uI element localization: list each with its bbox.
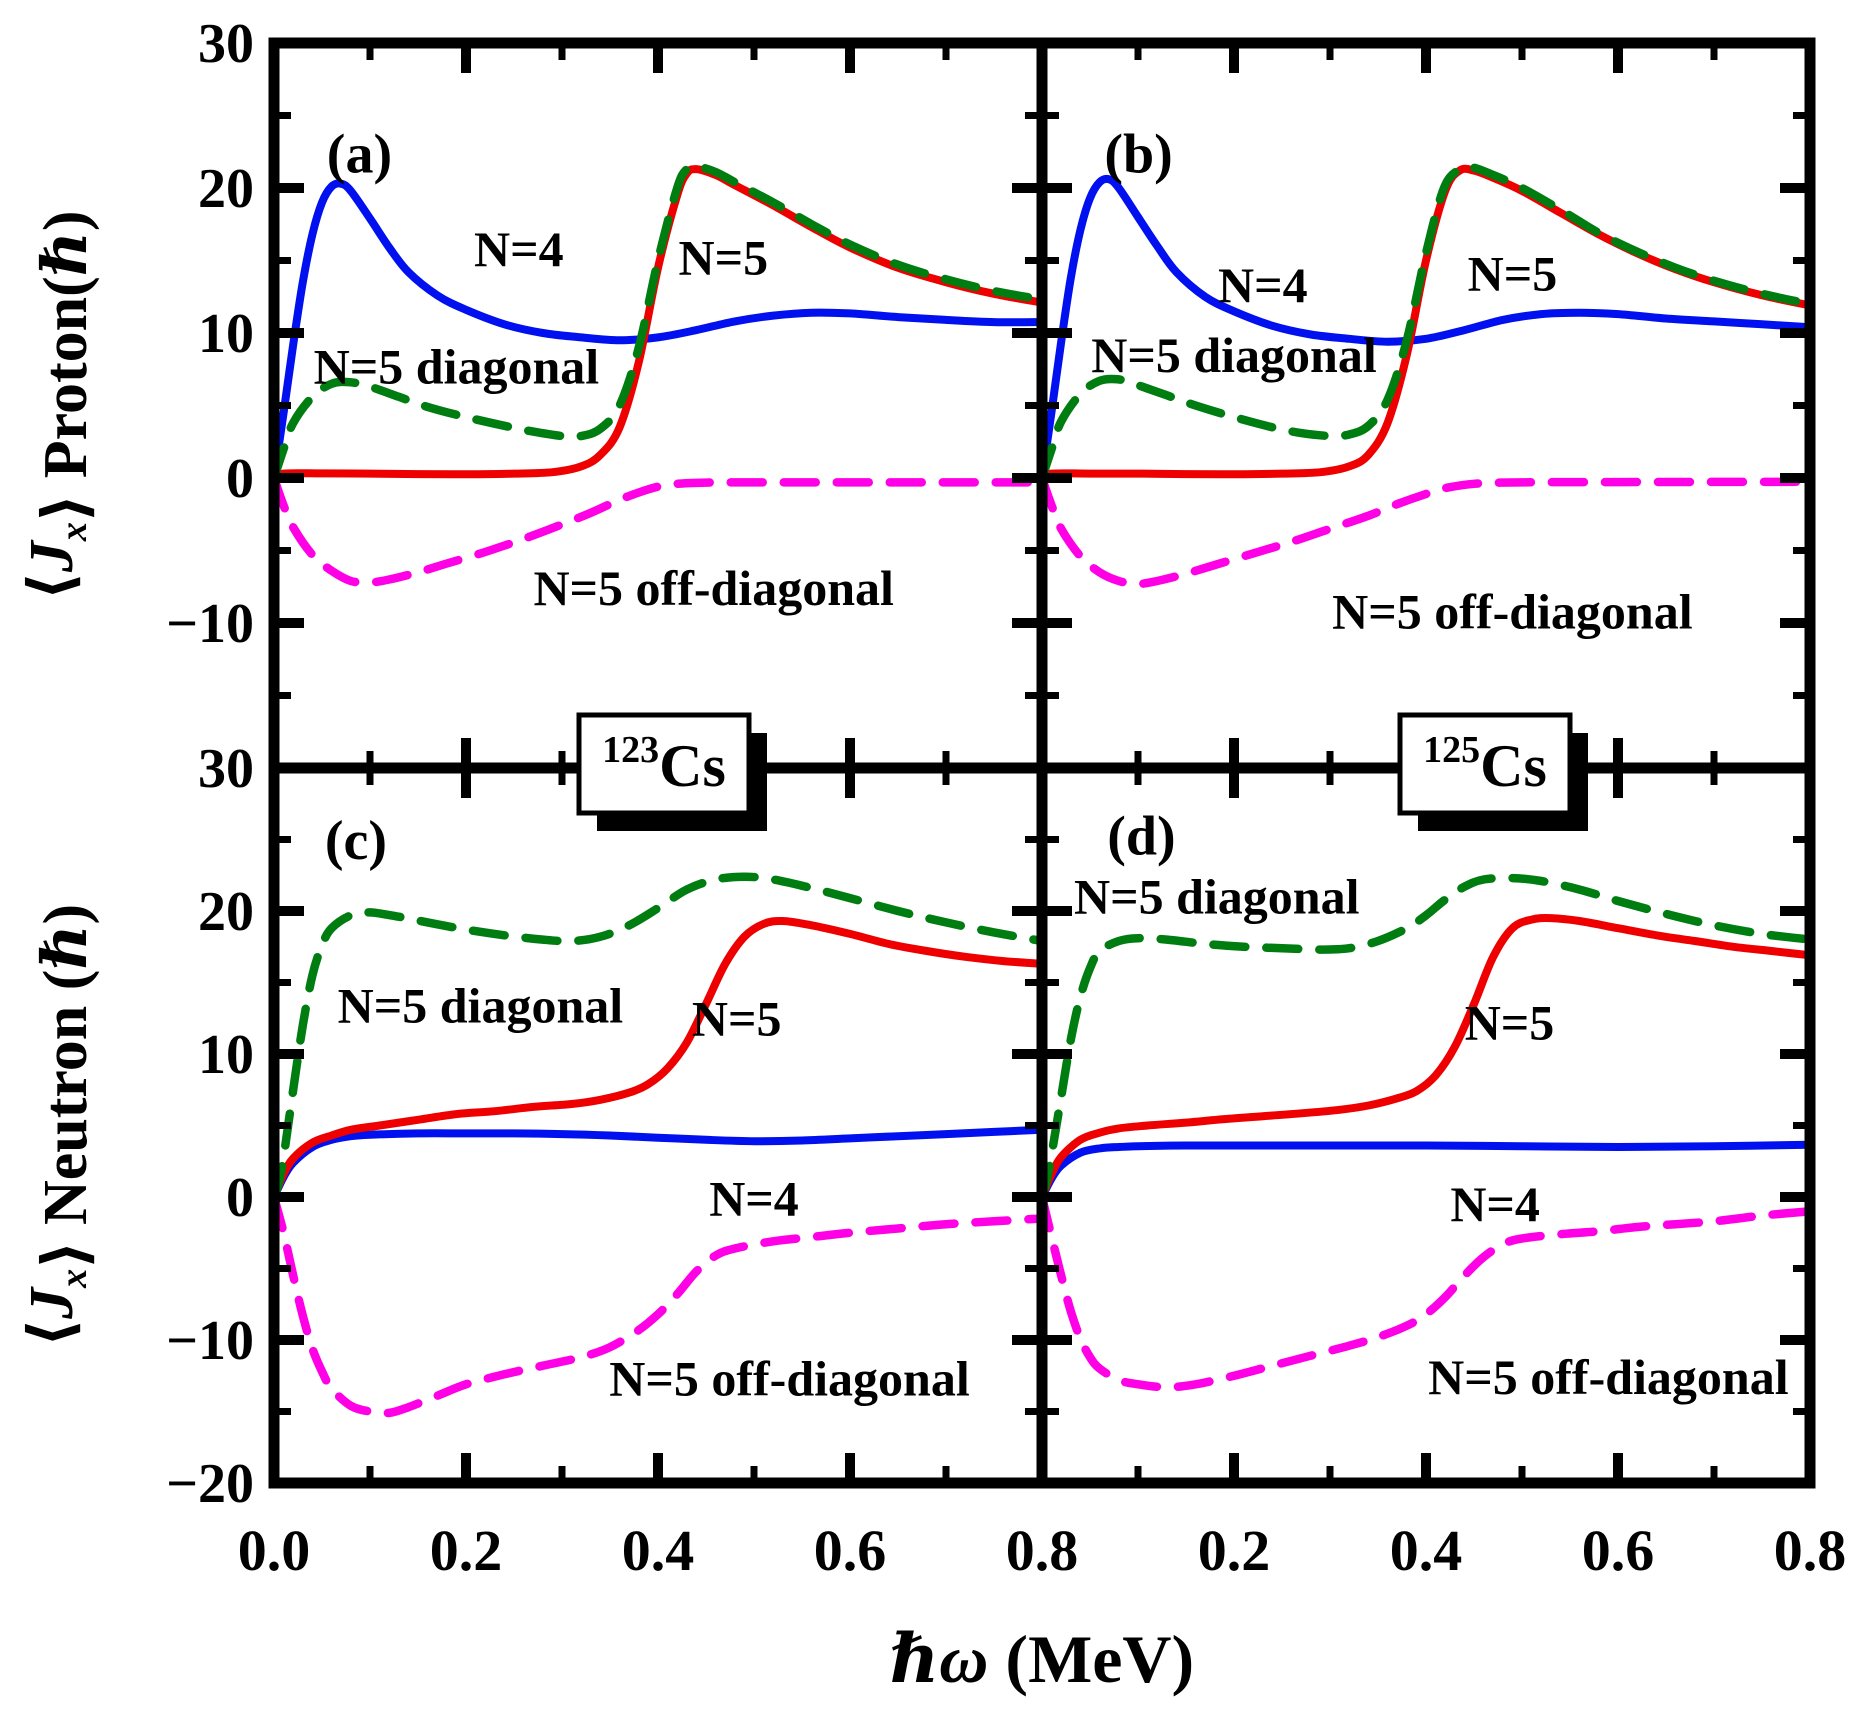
panel-a-label-n-5-off-diagonal: N=5 off-diagonal [533,560,894,616]
panel-b-curve-n-4 [1042,174,1810,482]
panel-c-curves [274,872,1042,1418]
x-axis-title: ℏω (MeV) [890,1621,1194,1697]
y-tick-label-bottom: 20 [198,881,254,943]
panel-c-curve-n-5 [274,916,1042,1201]
x-tick-label: 0.4 [622,1518,695,1583]
isotope-box-123Cs: 123Cs [576,712,767,831]
panel-a-curve-n-4 [274,179,1042,482]
panel-letter-d: (d) [1107,806,1175,868]
x-tick-label: 0.4 [1390,1518,1463,1583]
panel-d-label-n-4: N=4 [1450,1176,1540,1232]
panel-b-label-n-4: N=4 [1218,257,1308,313]
panel-d-curve-n-4 [1042,1140,1810,1201]
x-tick-label: 0.6 [1582,1518,1655,1583]
y-tick-label-top: −10 [166,593,254,655]
panel-c-curve-n-4 [274,1125,1042,1201]
panel-a-curve-n-5-diagonal [274,161,1042,483]
panel-a-curve-n-5 [274,165,1042,482]
y-axis-title-neutron: ⟨Jx⟩ Neutron (ℏ) [18,904,100,1347]
x-tick-label: 0.2 [1198,1518,1271,1583]
panel-d-curves [1042,873,1810,1392]
panel-d-label-n-5-diagonal: N=5 diagonal [1074,869,1360,925]
panel-a-curves [274,161,1042,587]
panel-letter-b: (b) [1104,124,1172,186]
x-tick-label: 0.8 [1774,1518,1847,1583]
panel-c-label-n-4: N=4 [709,1170,799,1226]
isotope-box-frame [576,712,752,816]
panel-letter-c: (c) [325,810,387,872]
panel-b-label-n-5-off-diagonal: N=5 off-diagonal [1332,583,1693,639]
panel-a-label-n-5: N=5 [678,230,768,286]
isotope-label: 125Cs [1423,729,1547,799]
panel-c-label-n-5-off-diagonal: N=5 off-diagonal [609,1351,970,1407]
x-tick-label-shared: 0.8 [1006,1518,1079,1583]
panel-letter-a: (a) [327,124,392,186]
panel-c-label-n-5-diagonal: N=5 diagonal [338,977,624,1033]
panel-b-label-n-5-diagonal: N=5 diagonal [1091,327,1377,383]
y-tick-label-top: 30 [198,13,254,75]
panel-b-curve-n-5-off-diagonal [1042,473,1810,589]
isotope-box-frame [1397,712,1573,816]
panel-d-curve-n-5 [1042,914,1810,1201]
y-tick-label-bottom: 10 [198,1024,254,1086]
isotope-box-125Cs: 125Cs [1397,712,1588,831]
isotope-label: 123Cs [602,729,726,799]
x-tick-label: 0.2 [430,1518,503,1583]
y-tick-label-top: 0 [226,448,254,510]
y-tick-label-bottom: 30 [198,738,254,800]
y-tick-label-bottom: −20 [166,1453,254,1515]
panel-b-curve-n-5-diagonal [1042,161,1810,483]
y-tick-label-bottom: −10 [166,1310,254,1372]
y-axis-title-proton: ⟨Jx⟩ Proton(ℏ) [18,211,100,601]
y-tick-label-top: 20 [198,158,254,220]
panel-d-curve-n-5-diagonal [1042,873,1810,1202]
y-tick-label-top: 10 [198,303,254,365]
panel-c-label-n-5: N=5 [692,990,782,1046]
panel-d-label-n-5: N=5 [1465,995,1555,1051]
panel-c-curve-n-5-off-diagonal [274,1192,1042,1418]
panel-b-curves [1042,161,1810,589]
panel-b-ticks [1042,43,1810,768]
panel-a-curve-n-5-off-diagonal [274,473,1042,587]
panel-a-label-n-5-diagonal: N=5 diagonal [314,338,600,394]
panel-d-curve-n-5-off-diagonal [1042,1192,1810,1392]
panel-b-label-n-5: N=5 [1468,246,1558,302]
panel-d-label-n-5-off-diagonal: N=5 off-diagonal [1428,1349,1789,1405]
x-tick-label: 0.0 [238,1518,311,1583]
panel-a-label-n-4: N=4 [474,221,564,277]
x-tick-label: 0.6 [814,1518,887,1583]
panel-c-curve-n-5-diagonal [274,872,1042,1202]
y-tick-label-bottom: 0 [226,1167,254,1229]
